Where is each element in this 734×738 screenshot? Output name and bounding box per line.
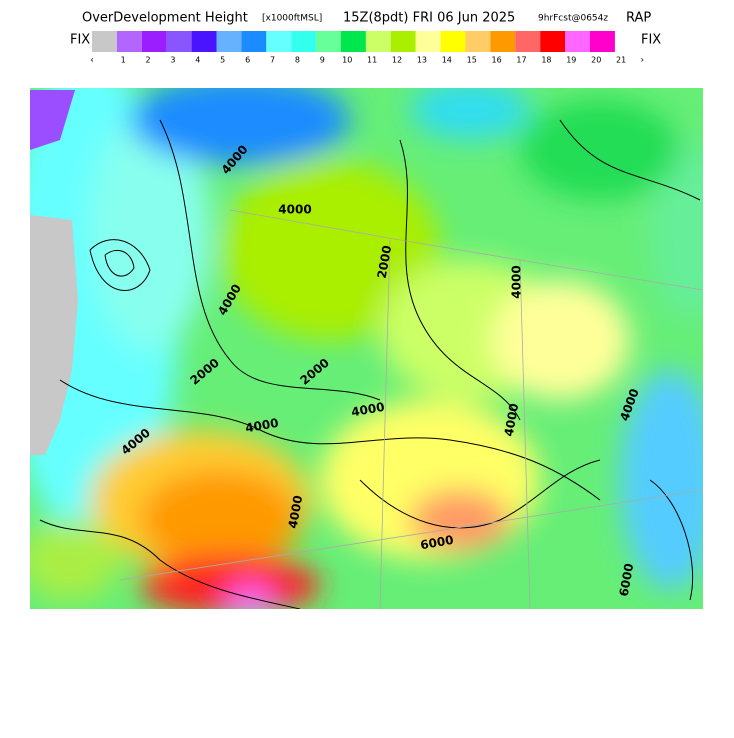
colorbar-tick-label: 11 (367, 56, 377, 65)
contour-label: 6000 (419, 533, 454, 553)
colorbar-swatch (291, 31, 317, 52)
field (30, 88, 703, 609)
colorbar-swatch (266, 31, 292, 52)
colorbar-swatch (365, 31, 391, 52)
colorbar-tick-label: 1 (121, 56, 126, 65)
valid-time: 15Z(8pdt) FRI 06 Jun 2025 (343, 11, 515, 26)
colorbar-swatch (116, 31, 142, 52)
colorbar-swatch (515, 31, 541, 52)
colorbar-tick-label: 8 (295, 56, 300, 65)
contour-label: 4000 (278, 203, 311, 217)
colorbar-tick-label: 6 (245, 56, 250, 65)
contour-label: 4000 (286, 494, 306, 529)
state-borders (119, 209, 703, 609)
colorbar-tick-label: 5 (220, 56, 225, 65)
colorbar-swatch (316, 31, 341, 52)
colorbar-left-label: FIX (70, 33, 90, 48)
top-left-high (30, 90, 75, 150)
colorbar-low-arrow: ‹ (90, 56, 94, 66)
contours (39, 119, 701, 609)
colorbar-swatch (141, 31, 167, 52)
colorbar-tick-label: 9 (320, 56, 325, 65)
colorbar-swatch (590, 31, 615, 52)
colorbar-tick-label: 21 (616, 56, 626, 65)
colorbar-tick-label: 13 (417, 56, 427, 65)
colorbar-tick-label: 20 (591, 56, 601, 65)
colorbar-tick-label: 7 (270, 56, 275, 65)
colorbar-swatch (166, 31, 192, 52)
colorbar-tick-label: 2 (145, 56, 150, 65)
colorbar-tick-label: 3 (170, 56, 175, 65)
title: OverDevelopment Height (82, 11, 248, 26)
contour-label: 4000 (244, 416, 279, 436)
contour-label: 4000 (350, 400, 385, 420)
forecast: 9hrFcst@0654z (538, 14, 608, 24)
colorbar-tick-label: 14 (442, 56, 452, 65)
colorbar-swatch (490, 31, 516, 52)
colorbar: ‹ 1 2 3 4 5 6 7 8 9 10 11 12 13 14 15 16 17 18 19 20 21 › (90, 31, 644, 66)
colorbar-swatch (440, 31, 466, 52)
colorbar-swatch (540, 31, 566, 52)
colorbar-right-label: FIX (641, 33, 661, 48)
contour-label: 4000 (502, 402, 522, 437)
colorbar-swatch (92, 31, 117, 52)
colorbar-tick-label: 19 (566, 56, 576, 65)
colorbar-tick-label: 18 (541, 56, 551, 65)
colorbar-tick-label: 15 (467, 56, 477, 65)
colorbar-high-arrow: › (640, 56, 644, 66)
model: RAP (626, 11, 651, 26)
colorbar-swatch (191, 31, 217, 52)
units: [x1000ftMSL] (262, 14, 322, 24)
contour-label: 6000 (617, 562, 637, 597)
colorbar-swatch (565, 31, 590, 52)
colorbar-tick-label: 12 (392, 56, 402, 65)
colorbar-swatch (241, 31, 267, 52)
contour-label: 4000 (510, 265, 524, 298)
contour-label: 2000 (375, 244, 395, 279)
colorbar-swatch (465, 31, 491, 52)
colorbar-tick-label: 4 (195, 56, 200, 65)
colorbar-swatch (415, 31, 441, 52)
colorbar-tick-label: 10 (342, 56, 352, 65)
colorbar-tick-label: 16 (492, 56, 502, 65)
colorbar-tick-label: 17 (516, 56, 526, 65)
colorbar-swatch (216, 31, 242, 52)
colorbar-swatch (390, 31, 416, 52)
ocean-mask (30, 215, 78, 455)
colorbar-swatch (341, 31, 366, 52)
